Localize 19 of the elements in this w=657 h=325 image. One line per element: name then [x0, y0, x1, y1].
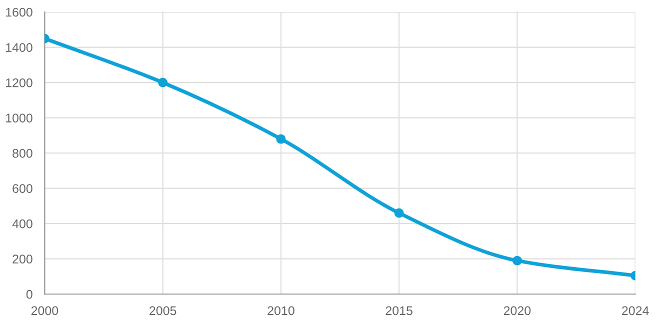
x-tick-label: 2024	[622, 306, 649, 316]
x-tick-label: 2020	[504, 306, 531, 316]
y-tick-label: 400	[12, 219, 32, 228]
y-tick-label: 1200	[6, 78, 32, 88]
y-tick-label: 1000	[6, 114, 32, 122]
x-tick-label: 2010	[268, 306, 294, 316]
y-tick-label: 1400	[6, 43, 32, 52]
y-tick-label: 0	[26, 290, 32, 299]
x-tick-label: 2015	[386, 306, 412, 316]
point	[276, 134, 286, 144]
x-tick-label: 2000	[31, 306, 58, 316]
x-tick-label: 2005	[150, 306, 176, 316]
y-tick-label: 600	[12, 184, 32, 193]
y-tick-label: 1600	[6, 8, 32, 17]
y-tick-label: 200	[12, 254, 32, 264]
point	[158, 78, 168, 88]
point	[394, 208, 404, 218]
y-tick-label: 800	[12, 148, 32, 158]
point	[512, 256, 522, 266]
